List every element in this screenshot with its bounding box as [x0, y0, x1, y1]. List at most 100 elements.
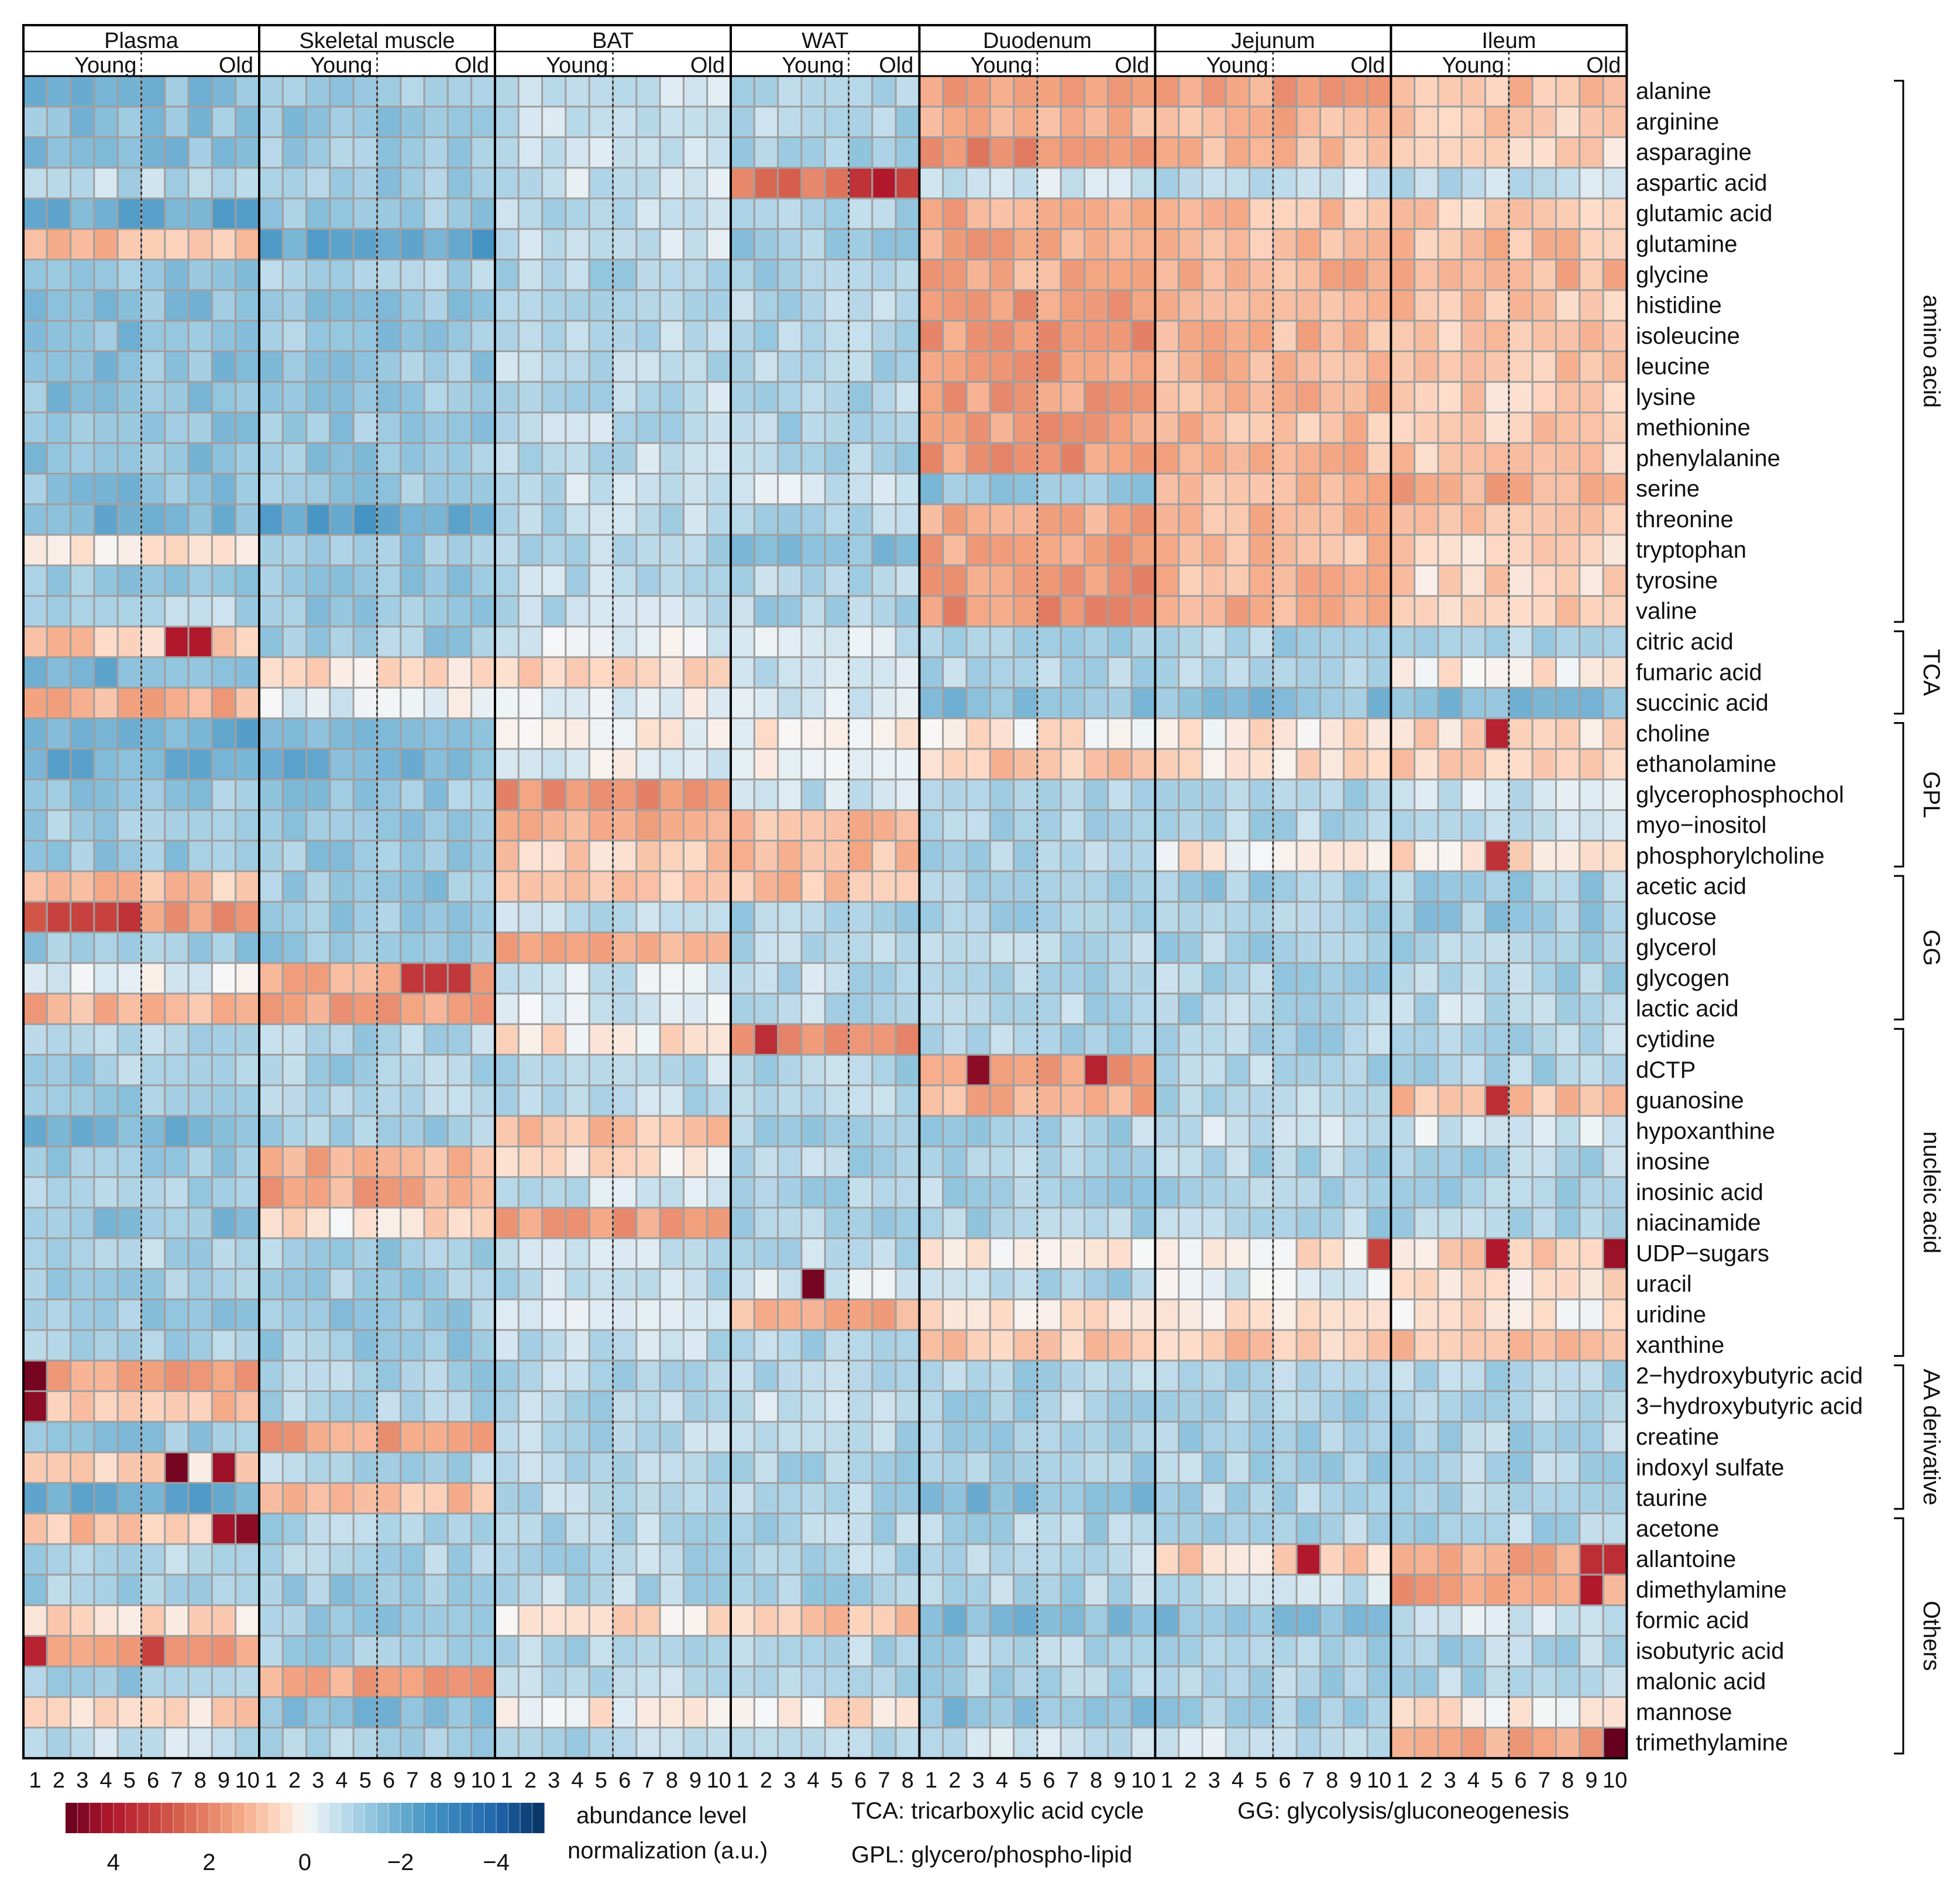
- metabolite-label: succinic acid: [1636, 690, 1769, 716]
- heatmap-cell: [942, 228, 968, 261]
- heatmap-cell: [1602, 319, 1628, 352]
- heatmap-cell: [1013, 259, 1039, 291]
- heatmap-cell: [446, 228, 473, 261]
- heatmap-cell: [612, 1359, 638, 1393]
- old-label: Old: [1586, 53, 1621, 78]
- heatmap-cell: [1319, 1145, 1345, 1178]
- heatmap-cell: [1084, 319, 1109, 352]
- heatmap-cell: [588, 319, 614, 352]
- heatmap-cell: [1154, 289, 1180, 322]
- heatmap-cell: [400, 932, 425, 964]
- legend-swatch: [352, 1803, 365, 1833]
- heatmap-cell: [706, 1084, 732, 1117]
- heatmap-cell: [1225, 1665, 1251, 1698]
- heatmap-cell: [730, 1207, 755, 1239]
- heatmap-cell: [187, 1329, 213, 1362]
- heatmap-cell: [376, 1115, 402, 1147]
- heatmap-cell: [1414, 197, 1439, 230]
- heatmap-cell: [116, 197, 142, 230]
- heatmap-cell: [1508, 1665, 1533, 1698]
- heatmap-cell: [517, 1023, 544, 1056]
- heatmap-cell: [1107, 534, 1133, 566]
- heatmap-cell: [305, 381, 331, 414]
- heatmap-cell: [70, 1084, 95, 1117]
- heatmap-cell: [281, 1696, 308, 1729]
- heatmap-cell: [942, 197, 968, 230]
- heatmap-cell: [258, 1665, 284, 1698]
- heatmap-cell: [1484, 625, 1510, 658]
- heatmap-cell: [281, 1145, 308, 1178]
- heatmap-cell: [1036, 503, 1062, 536]
- heatmap-cell: [1084, 809, 1109, 842]
- metabolite-label: taurine: [1636, 1486, 1707, 1511]
- heatmap-cell: [753, 1145, 779, 1178]
- heatmap-cell: [352, 901, 379, 934]
- heatmap-cell: [1531, 167, 1557, 200]
- heatmap-cell: [1013, 289, 1039, 322]
- heatmap-cell: [423, 901, 449, 934]
- heatmap-cell: [1130, 870, 1156, 903]
- heatmap-cell: [46, 1145, 72, 1178]
- heatmap-cell: [1390, 1390, 1416, 1423]
- heatmap-cell: [541, 197, 567, 230]
- heatmap-cell: [965, 840, 991, 872]
- heatmap-cell: [446, 1513, 473, 1545]
- heatmap-cell: [777, 901, 803, 934]
- heatmap-cell: [1225, 1023, 1251, 1056]
- heatmap-cell: [1602, 136, 1628, 169]
- heatmap-cell: [706, 167, 732, 200]
- heatmap-cell: [1555, 411, 1581, 444]
- heatmap-cell: [1319, 1451, 1345, 1484]
- heatmap-cell: [824, 840, 850, 872]
- heatmap-cell: [93, 75, 119, 108]
- heatmap-cell: [848, 1696, 874, 1729]
- heatmap-cell: [965, 1298, 991, 1331]
- heatmap-cell: [1295, 1329, 1321, 1362]
- heatmap-cell: [22, 1727, 48, 1759]
- heatmap-cell: [895, 840, 920, 872]
- heatmap-cell: [1437, 992, 1463, 1025]
- heatmap-border: [22, 24, 1628, 1759]
- heatmap-cell: [635, 1421, 661, 1453]
- heatmap-cell: [730, 1176, 755, 1209]
- heatmap-cell: [1130, 1665, 1156, 1698]
- heatmap-cell: [116, 319, 142, 352]
- heatmap-cell: [1225, 1298, 1251, 1331]
- heatmap-cell: [1508, 1543, 1533, 1576]
- heatmap-cell: [848, 167, 874, 200]
- heatmap-cell: [706, 136, 732, 169]
- metabolite-label: myo−inositol: [1636, 813, 1766, 838]
- heatmap-cell: [1579, 1298, 1604, 1331]
- heatmap-cell: [22, 503, 48, 536]
- heatmap-cell: [612, 809, 638, 842]
- heatmap-cell: [1531, 75, 1557, 108]
- heatmap-cell: [116, 1696, 142, 1729]
- heatmap-cell: [1225, 105, 1251, 139]
- heatmap-cell: [565, 473, 590, 506]
- heatmap-cell: [1036, 1573, 1062, 1606]
- heatmap-cell: [1084, 167, 1109, 200]
- heatmap-cell: [1555, 1176, 1581, 1209]
- heatmap-cell: [824, 901, 850, 934]
- heatmap-cell: [1107, 1421, 1133, 1453]
- heatmap-cell: [46, 1543, 72, 1576]
- heatmap-cell: [824, 1298, 850, 1331]
- heatmap-cell: [682, 1023, 709, 1056]
- heatmap-cell: [541, 105, 567, 139]
- heatmap-cell: [1107, 1604, 1133, 1637]
- heatmap-cell: [1508, 350, 1533, 383]
- heatmap-cell: [140, 442, 166, 475]
- heatmap-cell: [1272, 1023, 1298, 1056]
- heatmap-cell: [116, 1604, 142, 1637]
- heatmap-cell: [1414, 1543, 1439, 1576]
- heatmap-cell: [777, 748, 803, 781]
- heatmap-cell: [1508, 656, 1533, 689]
- heatmap-cell: [565, 686, 590, 720]
- heatmap-cell: [1579, 319, 1604, 352]
- heatmap-cell: [400, 289, 425, 322]
- heatmap-cell: [46, 105, 72, 139]
- heatmap-cell: [1201, 1207, 1227, 1239]
- heatmap-cell: [494, 350, 520, 383]
- heatmap-cell: [965, 778, 991, 811]
- heatmap-cell: [565, 1727, 590, 1759]
